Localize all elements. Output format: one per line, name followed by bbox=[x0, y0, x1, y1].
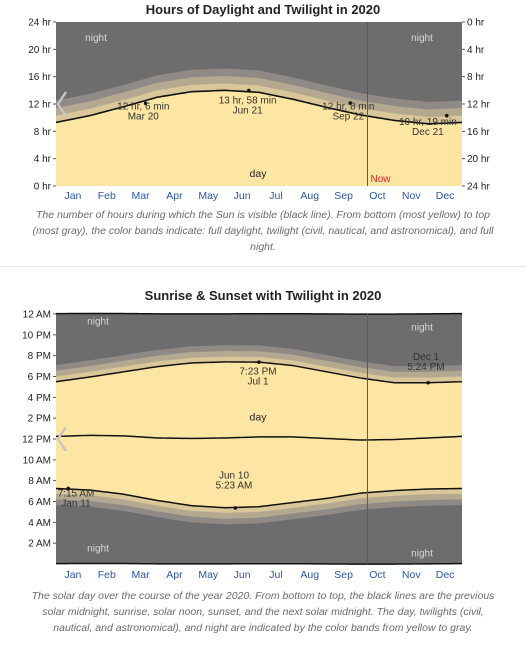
annotation-point bbox=[348, 101, 353, 105]
month-label: Sep bbox=[334, 190, 353, 202]
month-label: Dec bbox=[436, 190, 455, 202]
day-label: day bbox=[250, 168, 268, 180]
y-tick-label: 6 PM bbox=[28, 372, 51, 383]
annotation-line1: 7:15 AM bbox=[58, 488, 95, 499]
y-tick-label-right: 20 hr bbox=[467, 154, 490, 165]
now-label: Now bbox=[371, 174, 392, 185]
annotation-value: 10 hr, 19 min bbox=[399, 117, 457, 128]
y-tick-label: 2 PM bbox=[28, 414, 51, 425]
sunrise-line bbox=[55, 487, 463, 509]
y-tick-label-right: 24 hr bbox=[467, 182, 490, 193]
month-label: Feb bbox=[98, 190, 116, 202]
night-label: night bbox=[87, 316, 109, 327]
night-label: night bbox=[85, 33, 107, 44]
chevron-left-icon bbox=[56, 426, 67, 452]
y-tick-label: 10 AM bbox=[23, 455, 51, 466]
midnight-line bbox=[55, 312, 463, 315]
month-label: Apr bbox=[166, 569, 183, 581]
month-label: Aug bbox=[300, 569, 319, 581]
y-tick-label-right: 4 hr bbox=[467, 45, 485, 56]
chart1-title: Hours of Daylight and Twilight in 2020 bbox=[145, 2, 381, 17]
annotation-line1: Dec 1 bbox=[413, 352, 440, 363]
y-tick-label-right: 8 hr bbox=[467, 72, 485, 83]
month-label: May bbox=[198, 569, 219, 581]
annotation-point bbox=[444, 113, 449, 118]
annotation-value: 12 hr, 6 min bbox=[117, 101, 169, 112]
annotation-point bbox=[143, 101, 148, 106]
month-label: Aug bbox=[300, 190, 319, 202]
y-tick-label-left: 20 hr bbox=[28, 45, 51, 56]
annotation-value: 12 hr, 8 min bbox=[322, 101, 374, 112]
chevron-left-icon bbox=[56, 91, 67, 117]
annotation-date: Dec 21 bbox=[412, 127, 444, 138]
midnight-line bbox=[55, 562, 463, 565]
annotation-point bbox=[247, 88, 251, 93]
day-label: day bbox=[250, 411, 268, 423]
y-tick-label: 12 AM bbox=[23, 310, 51, 321]
y-tick-label-left: 24 hr bbox=[28, 18, 51, 29]
chart1-caption: The number of hours during which the Sun… bbox=[32, 209, 494, 253]
y-tick-label: 4 AM bbox=[28, 518, 51, 529]
chart2-title: Sunrise & Sunset with Twilight in 2020 bbox=[144, 288, 382, 303]
day-band bbox=[56, 90, 462, 186]
y-tick-label: 8 AM bbox=[28, 476, 51, 487]
y-tick-label-left: 16 hr bbox=[28, 72, 51, 83]
month-label: Apr bbox=[166, 190, 183, 202]
month-label: Jul bbox=[269, 569, 282, 581]
annotation-date: Sep 22 bbox=[332, 111, 364, 122]
y-tick-label-left: 12 hr bbox=[28, 100, 51, 111]
annotation-line1: Jun 10 bbox=[219, 471, 249, 482]
y-tick-label-right: 16 hr bbox=[467, 127, 490, 138]
month-label: Mar bbox=[132, 569, 151, 581]
month-label: Nov bbox=[402, 569, 421, 581]
night-label: night bbox=[411, 323, 433, 334]
annotation-line2: 5:24 PM bbox=[407, 362, 444, 373]
annotation-date: Jun 21 bbox=[233, 105, 263, 116]
annotation-date: Mar 20 bbox=[128, 111, 160, 122]
month-label: Jan bbox=[64, 569, 81, 581]
y-tick-label: 10 PM bbox=[22, 330, 51, 341]
month-label: Jul bbox=[269, 190, 282, 202]
section-divider bbox=[0, 266, 526, 267]
daylight-chart: 0 hr 24 hr 4 hr 20 hr 8 hr 16 hr 12 hr 12 hr 16 … bbox=[28, 18, 490, 202]
solar-noon-line bbox=[55, 434, 463, 441]
y-tick-label-left: 0 hr bbox=[34, 182, 52, 193]
y-tick-label-right: 0 hr bbox=[467, 18, 485, 29]
night-label: night bbox=[87, 544, 109, 555]
month-label: Feb bbox=[98, 569, 116, 581]
month-label: Jan bbox=[64, 190, 81, 202]
y-tick-label: 2 AM bbox=[28, 539, 51, 550]
annotation-value: 13 hr, 58 min bbox=[219, 95, 277, 106]
annotation-point bbox=[66, 486, 70, 491]
y-tick-label: 6 AM bbox=[28, 497, 51, 508]
annotation-point bbox=[233, 506, 238, 510]
annotation-point bbox=[257, 360, 261, 364]
annotation-line1: 7:23 PM bbox=[239, 366, 276, 377]
annotation-point bbox=[426, 380, 430, 385]
y-tick-label: 4 PM bbox=[28, 393, 51, 404]
daylight-line bbox=[55, 89, 463, 125]
month-label: Oct bbox=[369, 569, 385, 581]
month-label: Jun bbox=[234, 569, 251, 581]
month-label: Mar bbox=[132, 190, 151, 202]
month-label: Sep bbox=[334, 569, 353, 581]
y-tick-label-right: 12 hr bbox=[467, 100, 490, 111]
y-tick-label-left: 8 hr bbox=[34, 127, 52, 138]
annotation-line2: 5:23 AM bbox=[216, 481, 253, 492]
month-label: Dec bbox=[436, 569, 455, 581]
annotation-line2: Jan 11 bbox=[61, 498, 91, 509]
night-label: night bbox=[411, 549, 433, 560]
annotation-line2: Jul 1 bbox=[247, 376, 269, 387]
night-label: night bbox=[411, 33, 433, 44]
chart2-caption: The solar day over the course of the yea… bbox=[31, 590, 495, 634]
y-tick-label: 8 PM bbox=[28, 351, 51, 362]
month-label: Jun bbox=[234, 190, 251, 202]
y-tick-label: 12 PM bbox=[22, 435, 51, 446]
day-band bbox=[56, 361, 462, 508]
sunrise-sunset-chart: 12 AM 10 PM 8 PM 6 PM 4 PM 2 PM 12 PM 10 AM 8 AM… bbox=[22, 310, 463, 581]
y-tick-label-left: 4 hr bbox=[34, 154, 52, 165]
month-label: Oct bbox=[369, 190, 385, 202]
month-label: May bbox=[198, 190, 219, 202]
month-label: Nov bbox=[402, 190, 421, 202]
